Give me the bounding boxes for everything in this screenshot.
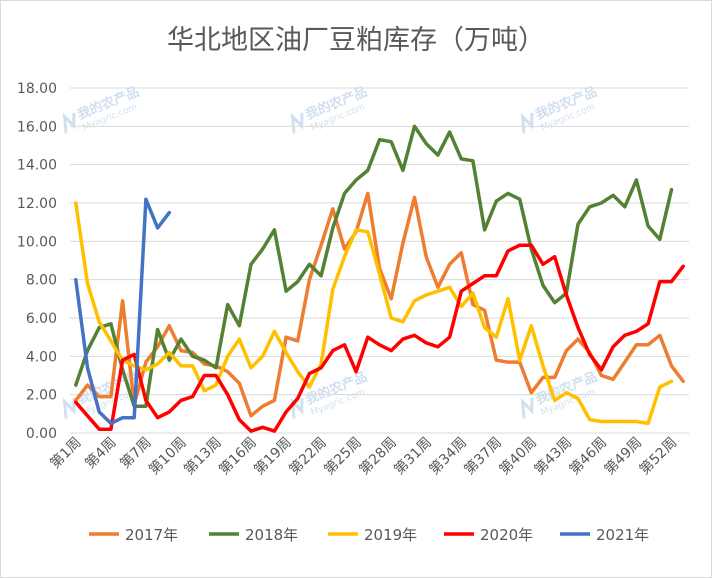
watermark-m-icon xyxy=(62,112,76,134)
chart-title: 华北地区油厂豆粕库存（万吨） xyxy=(167,25,545,56)
legend: 2017年 2018年 2019年 2020年 2021年 xyxy=(89,526,649,544)
legend-item: 2021年 xyxy=(560,526,649,544)
watermark-m-icon xyxy=(520,397,534,419)
y-tick-label: 18.00 xyxy=(17,81,57,97)
y-tick-label: 10.00 xyxy=(17,234,57,250)
y-tick-label: 6.00 xyxy=(26,311,57,327)
legend-label: 2021年 xyxy=(596,526,649,544)
legend-item: 2018年 xyxy=(209,526,298,544)
x-tick-label: 第52周 xyxy=(636,434,680,478)
y-axis: 0.00 2.00 4.00 6.00 8.00 10.00 12.00 14.00 16.00… xyxy=(17,81,57,442)
x-tick-label: 第16周 xyxy=(215,434,259,478)
series-line-2020年 xyxy=(74,243,685,433)
series-line-2019年 xyxy=(74,201,674,426)
x-axis: 第1周第4周第7周第10周第13周第16周第19周第22周第25周第28周第31… xyxy=(47,434,681,478)
x-tick-label: 第19周 xyxy=(250,434,294,478)
watermark-m-icon xyxy=(290,397,304,419)
x-tick-label: 第13周 xyxy=(180,434,224,478)
x-tick-label: 第49周 xyxy=(601,434,645,478)
legend-item: 2017年 xyxy=(89,526,178,544)
x-tick-label: 第25周 xyxy=(321,434,365,478)
x-tick-label: 第4周 xyxy=(82,434,120,472)
x-tick-label: 第37周 xyxy=(461,434,505,478)
y-tick-label: 8.00 xyxy=(26,273,57,289)
x-tick-label: 第46周 xyxy=(566,434,610,478)
watermark-m-icon xyxy=(520,112,534,134)
y-tick-label: 2.00 xyxy=(26,388,57,404)
y-tick-label: 14.00 xyxy=(17,158,57,174)
x-tick-label: 第34周 xyxy=(426,434,470,478)
x-tick-label: 第28周 xyxy=(356,434,400,478)
series-line-2018年 xyxy=(74,124,674,408)
legend-item: 2020年 xyxy=(444,526,533,544)
y-tick-label: 4.00 xyxy=(26,349,57,365)
legend-label: 2018年 xyxy=(245,526,298,544)
x-tick-label: 第22周 xyxy=(286,434,330,478)
legend-item: 2019年 xyxy=(328,526,417,544)
legend-label: 2019年 xyxy=(364,526,417,544)
legend-label: 2020年 xyxy=(480,526,533,544)
x-tick-label: 第10周 xyxy=(145,434,189,478)
watermark-m-icon xyxy=(62,397,76,419)
x-tick-label: 第43周 xyxy=(531,434,575,478)
watermark-m-icon xyxy=(290,112,304,134)
series-line-2021年 xyxy=(74,197,172,426)
y-tick-label: 0.00 xyxy=(26,426,57,442)
y-tick-label: 12.00 xyxy=(17,196,57,212)
legend-label: 2017年 xyxy=(125,526,178,544)
x-tick-label: 第31周 xyxy=(391,434,435,478)
series-group xyxy=(74,124,685,433)
x-tick-label: 第40周 xyxy=(496,434,540,478)
y-tick-label: 16.00 xyxy=(17,119,57,135)
